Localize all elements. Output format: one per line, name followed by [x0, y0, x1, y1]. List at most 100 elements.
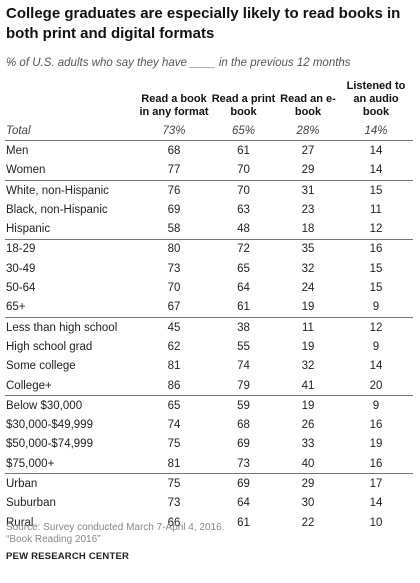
- row-label: Women: [6, 164, 46, 177]
- value-cell: 61: [237, 516, 250, 529]
- value-cell: 70: [167, 282, 181, 295]
- value-cell: 28%: [277, 121, 339, 142]
- value-cell: 69: [210, 473, 277, 494]
- value-cell: 70: [210, 179, 277, 201]
- table-row: $30,000-$49,999 74 68 26 16: [5, 415, 413, 434]
- value-cell: 32: [301, 360, 315, 373]
- value-cell: 14: [369, 497, 383, 510]
- row-label: $50,000-$74,999: [6, 438, 93, 451]
- value-cell: 33: [301, 438, 315, 451]
- row-label: Suburban: [6, 497, 56, 510]
- value-cell: 86: [167, 379, 181, 392]
- value-cell: 65: [237, 262, 250, 275]
- value-cell: 15: [339, 179, 413, 201]
- row-label: White, non-Hispanic: [5, 179, 138, 201]
- value-cell: 69: [237, 438, 250, 451]
- value-cell: 75: [167, 438, 181, 451]
- value-cell: 22: [301, 516, 315, 529]
- value-cell: 35: [277, 238, 339, 260]
- value-cell: 29: [301, 164, 315, 177]
- table-row: $75,000+ 81 73 40 16: [5, 454, 413, 474]
- row-label: Less than high school: [5, 316, 138, 338]
- table-row: Urban 75 69 29 17: [5, 473, 413, 494]
- column-header-print-book: Read a print book: [211, 93, 276, 118]
- value-cell: 14: [369, 144, 383, 157]
- value-cell: 11: [277, 316, 339, 338]
- value-cell: 79: [237, 379, 250, 392]
- column-header-any-format: Read a book in any format: [139, 93, 209, 118]
- column-header-e-book: Read an e-book: [280, 93, 336, 118]
- value-cell: 72: [210, 238, 277, 260]
- value-cell: 27: [301, 144, 315, 157]
- table-row: $50,000-$74,999 75 69 33 19: [5, 435, 413, 454]
- row-label: Hispanic: [6, 223, 51, 236]
- value-cell: 31: [277, 179, 339, 201]
- total-row: Total 73% 65% 28% 14%: [5, 121, 413, 142]
- row-label: 30-49: [6, 262, 36, 275]
- value-cell: 45: [138, 316, 210, 338]
- table-row: 50-64 70 64 24 15: [5, 278, 413, 297]
- value-cell: 9: [372, 340, 380, 353]
- row-label: Rural: [6, 516, 34, 529]
- value-cell: 18: [301, 223, 315, 236]
- value-cell: 75: [138, 473, 210, 494]
- value-cell: 68: [167, 144, 181, 157]
- table-row: Suburban 73 64 30 14: [5, 494, 413, 513]
- value-cell: 73%: [138, 121, 210, 142]
- column-header-label: [5, 80, 138, 121]
- value-cell: 9: [339, 395, 413, 416]
- value-cell: 26: [301, 419, 315, 432]
- row-label: College+: [6, 379, 52, 392]
- value-cell: 62: [167, 340, 181, 353]
- value-cell: 80: [138, 238, 210, 260]
- table-row: Rural 66 61 22 10: [5, 513, 413, 532]
- value-cell: 23: [301, 203, 315, 216]
- value-cell: 58: [167, 223, 181, 236]
- row-label: Men: [6, 144, 29, 157]
- value-cell: 55: [237, 340, 250, 353]
- row-label: Total: [5, 121, 138, 142]
- value-cell: 17: [339, 473, 413, 494]
- brand-name: PEW RESEARCH CENTER: [6, 551, 130, 562]
- value-cell: 65: [138, 395, 210, 416]
- value-cell: 41: [301, 379, 315, 392]
- value-cell: 16: [369, 419, 383, 432]
- value-cell: 19: [277, 395, 339, 416]
- value-cell: 24: [301, 282, 315, 295]
- column-header-audio-book: Listened to an audio book: [346, 80, 406, 118]
- table-row: Below $30,000 65 59 19 9: [5, 395, 413, 416]
- value-cell: 14%: [339, 121, 413, 142]
- value-cell: 29: [277, 473, 339, 494]
- value-cell: 20: [369, 379, 383, 392]
- value-cell: 19: [369, 438, 383, 451]
- value-cell: 61: [237, 144, 250, 157]
- table-row: 30-49 73 65 32 15: [5, 259, 413, 278]
- value-cell: 59: [210, 395, 277, 416]
- value-cell: 68: [237, 419, 250, 432]
- value-cell: 65%: [210, 121, 277, 142]
- value-cell: 12: [339, 316, 413, 338]
- value-cell: 15: [369, 282, 383, 295]
- value-cell: 63: [237, 203, 250, 216]
- row-label: 65+: [6, 301, 26, 314]
- value-cell: 40: [301, 457, 315, 470]
- value-cell: 67: [167, 301, 181, 314]
- value-cell: 38: [210, 316, 277, 338]
- value-cell: 10: [369, 516, 383, 529]
- row-label: $75,000+: [6, 457, 55, 470]
- value-cell: 14: [369, 360, 383, 373]
- value-cell: 12: [369, 223, 383, 236]
- table-row: High school grad 62 55 19 9: [5, 337, 413, 356]
- row-label: Below $30,000: [5, 395, 138, 416]
- row-label: High school grad: [6, 340, 93, 353]
- row-label: 50-64: [6, 282, 36, 295]
- table-header: Read a book in any format Read a print b…: [5, 80, 413, 121]
- value-cell: 76: [138, 179, 210, 201]
- value-cell: 30: [301, 497, 315, 510]
- row-label: 18-29: [5, 238, 138, 260]
- value-cell: 73: [167, 262, 181, 275]
- value-cell: 64: [237, 282, 250, 295]
- value-cell: 70: [237, 164, 250, 177]
- value-cell: 15: [369, 262, 383, 275]
- table-row: Hispanic 58 48 18 12: [5, 219, 413, 239]
